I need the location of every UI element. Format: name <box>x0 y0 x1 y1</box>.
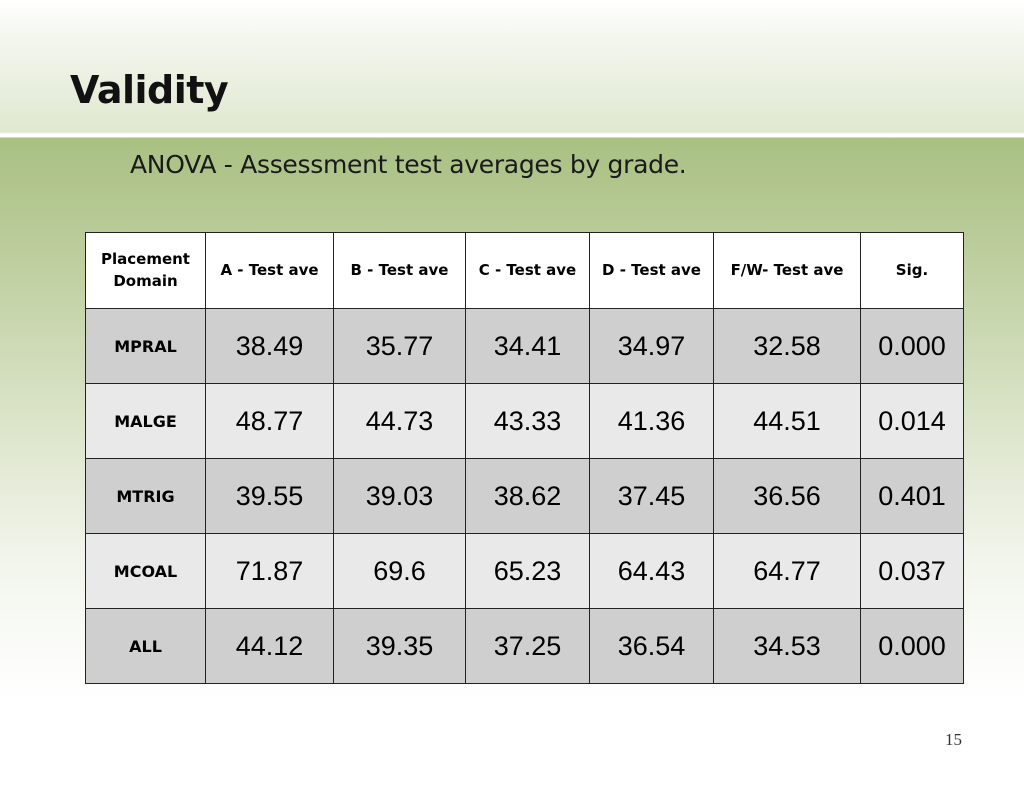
table-row: MPRAL 38.49 35.77 34.41 34.97 32.58 0.00… <box>85 308 964 384</box>
cell-b-test-ave: 44.73 <box>333 383 466 459</box>
cell-fw-test-ave: 44.51 <box>713 383 861 459</box>
header-fw-test-ave: F/W- Test ave <box>713 232 861 309</box>
cell-sig: 0.037 <box>860 533 964 609</box>
cell-d-test-ave: 34.97 <box>589 308 714 384</box>
cell-c-test-ave: 37.25 <box>465 608 590 684</box>
cell-a-test-ave: 44.12 <box>205 608 334 684</box>
table-row: MCOAL 71.87 69.6 65.23 64.43 64.77 0.037 <box>85 533 964 609</box>
table-header-row: Placement Domain A - Test ave B - Test a… <box>85 232 964 309</box>
row-domain-label: MTRIG <box>85 458 206 534</box>
cell-a-test-ave: 38.49 <box>205 308 334 384</box>
cell-sig: 0.014 <box>860 383 964 459</box>
cell-d-test-ave: 36.54 <box>589 608 714 684</box>
header-c-test-ave: C - Test ave <box>465 232 590 309</box>
cell-a-test-ave: 48.77 <box>205 383 334 459</box>
page-number: 15 <box>945 730 962 749</box>
table-row: ALL 44.12 39.35 37.25 36.54 34.53 0.000 <box>85 608 964 684</box>
cell-fw-test-ave: 36.56 <box>713 458 861 534</box>
anova-table: Placement Domain A - Test ave B - Test a… <box>85 232 964 684</box>
table-row: MTRIG 39.55 39.03 38.62 37.45 36.56 0.40… <box>85 458 964 534</box>
cell-c-test-ave: 43.33 <box>465 383 590 459</box>
header-placement-domain: Placement Domain <box>85 232 206 309</box>
header-a-test-ave: A - Test ave <box>205 232 334 309</box>
cell-b-test-ave: 35.77 <box>333 308 466 384</box>
cell-c-test-ave: 34.41 <box>465 308 590 384</box>
cell-sig: 0.000 <box>860 608 964 684</box>
cell-c-test-ave: 65.23 <box>465 533 590 609</box>
cell-d-test-ave: 41.36 <box>589 383 714 459</box>
cell-fw-test-ave: 34.53 <box>713 608 861 684</box>
cell-b-test-ave: 39.03 <box>333 458 466 534</box>
cell-a-test-ave: 71.87 <box>205 533 334 609</box>
cell-fw-test-ave: 64.77 <box>713 533 861 609</box>
cell-a-test-ave: 39.55 <box>205 458 334 534</box>
cell-fw-test-ave: 32.58 <box>713 308 861 384</box>
cell-sig: 0.401 <box>860 458 964 534</box>
row-domain-label: MCOAL <box>85 533 206 609</box>
header-d-test-ave: D - Test ave <box>589 232 714 309</box>
header-b-test-ave: B - Test ave <box>333 232 466 309</box>
row-domain-label: MALGE <box>85 383 206 459</box>
row-domain-label: ALL <box>85 608 206 684</box>
cell-b-test-ave: 39.35 <box>333 608 466 684</box>
cell-d-test-ave: 37.45 <box>589 458 714 534</box>
table-row: MALGE 48.77 44.73 43.33 41.36 44.51 0.01… <box>85 383 964 459</box>
cell-c-test-ave: 38.62 <box>465 458 590 534</box>
row-domain-label: MPRAL <box>85 308 206 384</box>
slide-title: Validity <box>70 68 229 112</box>
cell-d-test-ave: 64.43 <box>589 533 714 609</box>
cell-sig: 0.000 <box>860 308 964 384</box>
cell-b-test-ave: 69.6 <box>333 533 466 609</box>
header-sig: Sig. <box>860 232 964 309</box>
slide-subtitle: ANOVA - Assessment test averages by grad… <box>130 150 687 179</box>
